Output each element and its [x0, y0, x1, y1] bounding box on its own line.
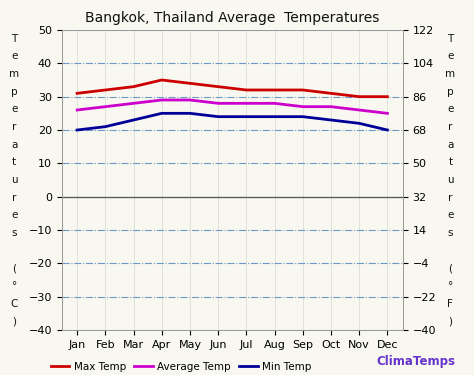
Max Temp — [159, 78, 164, 82]
Text: e: e — [447, 210, 454, 220]
Text: t: t — [12, 158, 16, 167]
Average Temp — [244, 101, 249, 106]
Min Temp — [300, 114, 306, 119]
Max Temp — [187, 81, 193, 86]
Min Temp — [244, 114, 249, 119]
Max Temp — [244, 88, 249, 92]
Average Temp — [300, 104, 306, 109]
Max Temp — [384, 94, 390, 99]
Text: m: m — [9, 69, 19, 79]
Text: (: ( — [448, 263, 452, 273]
Text: °: ° — [11, 281, 17, 291]
Min Temp — [384, 128, 390, 132]
Average Temp — [356, 108, 362, 112]
Text: r: r — [448, 193, 453, 202]
Text: e: e — [11, 104, 18, 114]
Text: t: t — [448, 158, 452, 167]
Average Temp — [215, 101, 221, 106]
Min Temp — [131, 118, 137, 122]
Text: (: ( — [12, 263, 16, 273]
Min Temp — [356, 121, 362, 126]
Text: u: u — [447, 175, 454, 185]
Legend: Max Temp, Average Temp, Min Temp: Max Temp, Average Temp, Min Temp — [46, 357, 316, 375]
Max Temp — [102, 88, 108, 92]
Text: F: F — [447, 298, 453, 309]
Average Temp — [102, 104, 108, 109]
Min Temp — [328, 118, 334, 122]
Max Temp — [74, 91, 80, 96]
Text: ClimaTemps: ClimaTemps — [376, 354, 455, 368]
Average Temp — [384, 111, 390, 116]
Max Temp — [328, 91, 334, 96]
Max Temp — [131, 84, 137, 89]
Text: r: r — [448, 122, 453, 132]
Title: Bangkok, Thailand Average  Temperatures: Bangkok, Thailand Average Temperatures — [85, 10, 380, 25]
Average Temp — [131, 101, 137, 106]
Text: ): ) — [448, 316, 452, 326]
Max Temp — [272, 88, 277, 92]
Text: a: a — [447, 140, 454, 150]
Text: m: m — [445, 69, 456, 79]
Text: p: p — [447, 87, 454, 97]
Average Temp — [159, 98, 164, 102]
Max Temp — [215, 84, 221, 89]
Text: T: T — [447, 34, 454, 44]
Average Temp — [74, 108, 80, 112]
Min Temp — [187, 111, 193, 116]
Min Temp — [74, 128, 80, 132]
Text: a: a — [11, 140, 18, 150]
Min Temp — [272, 114, 277, 119]
Text: r: r — [12, 193, 17, 202]
Text: e: e — [11, 51, 18, 62]
Average Temp — [187, 98, 193, 102]
Max Temp — [356, 94, 362, 99]
Average Temp — [328, 104, 334, 109]
Min Temp — [215, 114, 221, 119]
Text: s: s — [11, 228, 17, 238]
Text: °: ° — [447, 281, 453, 291]
Line: Max Temp: Max Temp — [77, 80, 387, 97]
Text: s: s — [447, 228, 453, 238]
Min Temp — [102, 124, 108, 129]
Text: p: p — [11, 87, 18, 97]
Text: e: e — [447, 104, 454, 114]
Min Temp — [159, 111, 164, 116]
Max Temp — [300, 88, 306, 92]
Average Temp — [272, 101, 277, 106]
Line: Average Temp: Average Temp — [77, 100, 387, 113]
Text: T: T — [11, 34, 18, 44]
Text: u: u — [11, 175, 18, 185]
Text: ): ) — [12, 316, 16, 326]
Line: Min Temp: Min Temp — [77, 113, 387, 130]
Text: e: e — [11, 210, 18, 220]
Text: r: r — [12, 122, 17, 132]
Text: C: C — [10, 298, 18, 309]
Text: e: e — [447, 51, 454, 62]
